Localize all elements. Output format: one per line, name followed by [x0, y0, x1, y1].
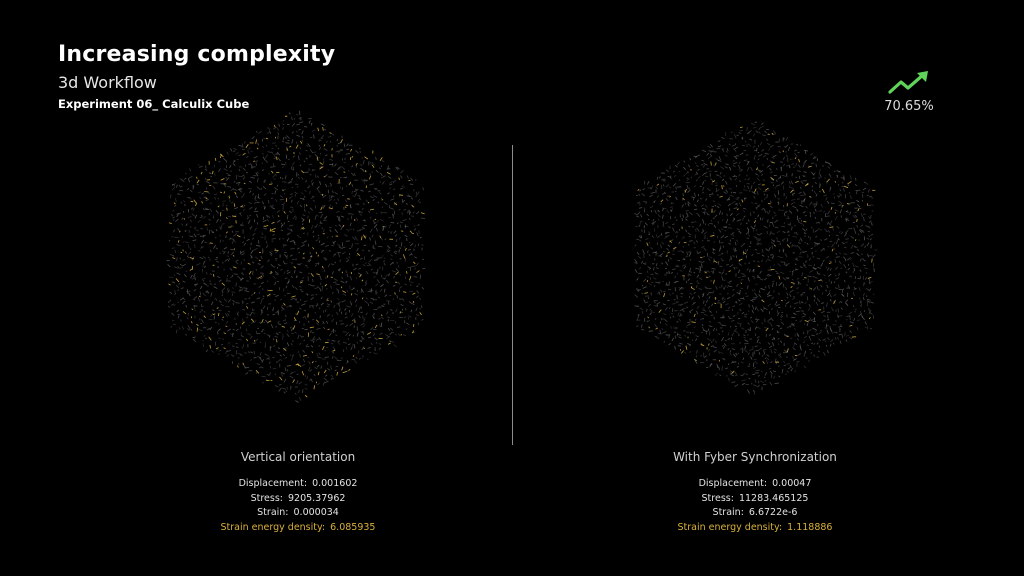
- divider-line: [512, 145, 513, 445]
- stat-stress: Stress: 11283.465125: [701, 492, 809, 504]
- cube-mesh-fyber-synchronization: [634, 121, 878, 395]
- trend-value: 70.65%: [884, 99, 934, 114]
- mesh-strokes: [634, 121, 878, 395]
- cube-mesh-vertical-orientation: [166, 110, 426, 403]
- trending-up-arrow-icon: [888, 71, 928, 94]
- slide-title: Increasing complexity: [58, 42, 336, 67]
- stat-displacement: Displacement: 0.00047: [698, 478, 812, 489]
- panel-title: With Fyber Synchronization: [673, 450, 837, 464]
- slide-subtitle: 3d Workflow: [58, 73, 157, 92]
- mesh-strokes: [166, 110, 426, 403]
- stat-strain-energy-density: Strain energy density: 6.085935: [220, 521, 376, 533]
- stat-strain: Strain: 6.6722e-6: [712, 507, 798, 518]
- stat-displacement: Displacement: 0.001602: [238, 478, 358, 489]
- trend-indicator: 70.65%: [878, 70, 940, 114]
- results-panel-vertical: Vertical orientation Displacement: 0.0016…: [138, 450, 458, 535]
- stat-strain-energy-density: Strain energy density: 1.118886: [677, 521, 833, 533]
- results-panel-fyber: With Fyber Synchronization Displacement:…: [595, 450, 915, 535]
- experiment-caption: Experiment 06_ Calculix Cube: [58, 97, 250, 111]
- stat-strain: Strain: 0.000034: [257, 507, 339, 518]
- panel-title: Vertical orientation: [240, 450, 356, 464]
- stat-stress: Stress: 9205.37962: [250, 492, 346, 504]
